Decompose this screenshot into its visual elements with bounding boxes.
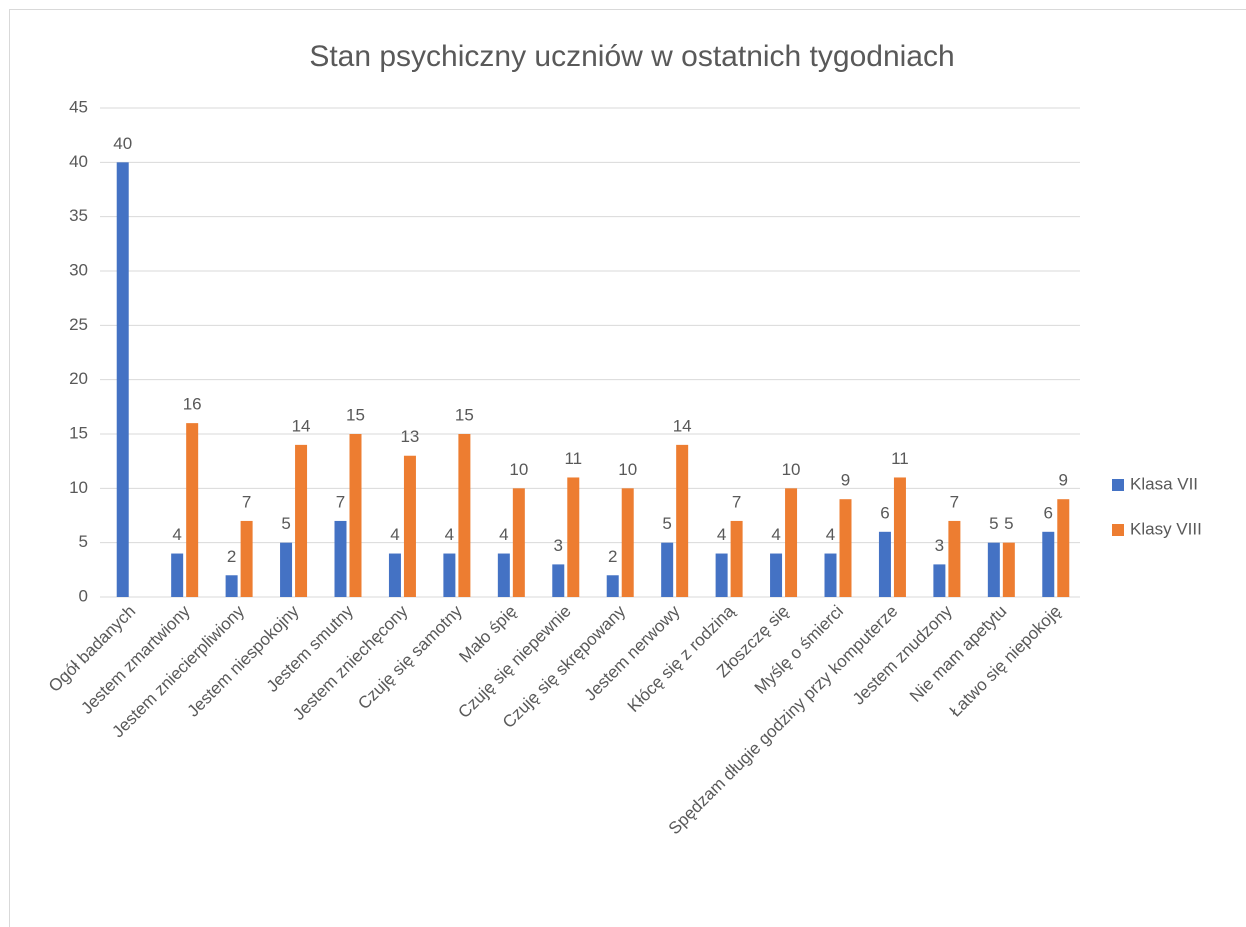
y-tick-label: 5 — [79, 532, 88, 551]
data-label: 3 — [935, 536, 944, 555]
bar — [715, 553, 728, 597]
data-label: 16 — [183, 395, 202, 414]
bar — [497, 553, 510, 597]
bar — [606, 575, 619, 597]
data-label: 14 — [673, 416, 692, 435]
y-tick-label: 25 — [69, 315, 88, 334]
data-label: 6 — [1044, 503, 1053, 522]
bar — [280, 542, 293, 597]
y-tick-label: 15 — [69, 423, 88, 442]
bar — [334, 520, 347, 597]
bar — [186, 423, 199, 597]
legend-swatch — [1112, 524, 1124, 536]
data-label: 4 — [172, 525, 181, 544]
data-label: 11 — [564, 449, 582, 468]
x-tick-label: Jestem nerwowy — [581, 601, 684, 704]
data-label: 6 — [880, 503, 889, 522]
bar — [116, 162, 129, 598]
bar — [621, 488, 634, 597]
bar — [824, 553, 837, 597]
data-label: 4 — [771, 525, 780, 544]
bar — [349, 434, 362, 597]
chart-title: Stan psychiczny uczniów w ostatnich tygo… — [309, 40, 954, 73]
data-label: 10 — [509, 460, 528, 479]
bar — [1002, 542, 1015, 597]
bar — [676, 444, 689, 597]
bar — [512, 488, 525, 597]
bar — [240, 520, 253, 597]
bar — [567, 477, 580, 597]
data-label: 10 — [618, 460, 637, 479]
x-tick-label: Czuję się samotny — [354, 601, 466, 713]
data-label: 4 — [717, 525, 726, 544]
bar — [770, 553, 783, 597]
legend-label: Klasa VII — [1130, 474, 1198, 493]
bar — [1042, 531, 1055, 597]
bar — [661, 542, 674, 597]
bar — [839, 499, 852, 597]
y-tick-label: 10 — [69, 478, 88, 497]
bar — [785, 488, 798, 597]
y-tick-label: 0 — [79, 586, 88, 605]
data-label: 7 — [732, 492, 741, 511]
data-label: 7 — [950, 492, 959, 511]
data-label: 4 — [445, 525, 454, 544]
data-label: 4 — [499, 525, 508, 544]
data-label: 40 — [113, 134, 132, 153]
data-label: 10 — [782, 460, 801, 479]
data-label: 5 — [281, 514, 290, 533]
x-tick-label: Jestem znudzony — [849, 601, 956, 708]
bar — [893, 477, 906, 597]
bar — [878, 531, 891, 597]
legend-swatch — [1112, 479, 1124, 491]
y-tick-label: 45 — [69, 97, 88, 116]
chart-border — [9, 9, 1246, 927]
bar — [225, 575, 238, 597]
bar — [388, 553, 401, 597]
legend-label: Klasy VIII — [1130, 519, 1202, 538]
bar — [933, 564, 946, 597]
bar — [552, 564, 565, 597]
data-label: 4 — [390, 525, 399, 544]
data-label: 15 — [346, 405, 365, 424]
bar — [948, 520, 961, 597]
y-tick-label: 30 — [69, 260, 88, 279]
bar — [295, 444, 308, 597]
bar — [458, 434, 471, 597]
bar — [987, 542, 1000, 597]
data-label: 3 — [554, 536, 563, 555]
y-tick-label: 35 — [69, 206, 88, 225]
bar — [730, 520, 743, 597]
data-label: 7 — [336, 492, 345, 511]
data-label: 11 — [891, 449, 909, 468]
data-label: 13 — [400, 427, 419, 446]
bar — [443, 553, 456, 597]
data-label: 9 — [841, 471, 850, 490]
data-label: 5 — [989, 514, 998, 533]
data-label: 2 — [608, 547, 617, 566]
data-label: 4 — [826, 525, 835, 544]
data-label: 7 — [242, 492, 251, 511]
data-label: 2 — [227, 547, 236, 566]
data-label: 9 — [1059, 471, 1068, 490]
data-label: 15 — [455, 405, 474, 424]
bar — [1057, 499, 1070, 597]
data-label: 5 — [662, 514, 671, 533]
y-tick-label: 40 — [69, 152, 88, 171]
data-label: 5 — [1004, 514, 1013, 533]
y-tick-label: 20 — [69, 369, 88, 388]
x-tick-label: Nie mam apetytu — [906, 602, 1010, 706]
bar — [403, 455, 416, 597]
data-label: 14 — [292, 416, 311, 435]
bar — [171, 553, 184, 597]
